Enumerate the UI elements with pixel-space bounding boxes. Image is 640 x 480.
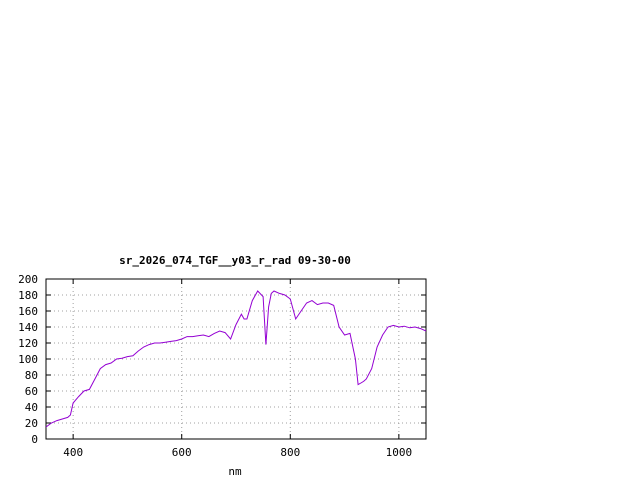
y-tick-label: 160 bbox=[18, 305, 38, 318]
y-tick-label: 200 bbox=[18, 273, 38, 286]
y-tick-label: 80 bbox=[25, 369, 38, 382]
x-tick-label: 1000 bbox=[386, 446, 413, 459]
y-tick-label: 100 bbox=[18, 353, 38, 366]
x-tick-label: 400 bbox=[63, 446, 83, 459]
chart-title: sr_2026_074_TGF__y03_r_rad 09-30-00 bbox=[119, 254, 351, 267]
series-line bbox=[45, 290, 427, 428]
x-tick-label: 800 bbox=[280, 446, 300, 459]
y-tick-label: 180 bbox=[18, 289, 38, 302]
y-tick-label: 120 bbox=[18, 337, 38, 350]
x-tick-label: 600 bbox=[172, 446, 192, 459]
grid-lines bbox=[46, 279, 426, 439]
y-tick-label: 40 bbox=[25, 401, 38, 414]
y-tick-label: 20 bbox=[25, 417, 38, 430]
y-tick-label: 60 bbox=[25, 385, 38, 398]
plot-frame bbox=[45, 278, 427, 440]
y-tick-label: 140 bbox=[18, 321, 38, 334]
tick-labels: 0 20 40 60 80 100 120 140 160 180 200 400 600 800 1000 bbox=[18, 273, 412, 459]
x-axis-label: nm bbox=[228, 465, 242, 478]
y-tick-label: 0 bbox=[31, 433, 38, 446]
